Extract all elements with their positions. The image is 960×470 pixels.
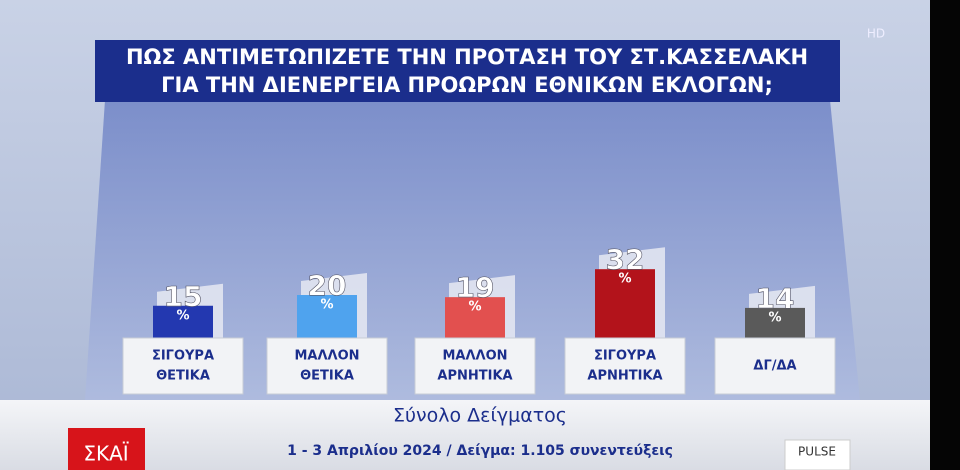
value-unit: % — [320, 298, 333, 313]
bar — [595, 269, 655, 338]
stage — [85, 100, 860, 400]
value-unit: % — [618, 272, 631, 287]
bar — [745, 307, 805, 338]
category-label: ΑΡΝΗΤΙΚΑ — [587, 369, 662, 384]
label-box — [122, 337, 244, 395]
label-box — [414, 337, 536, 395]
category-label: ΔΓ/ΔΑ — [753, 359, 796, 374]
bar — [297, 295, 357, 338]
value-label: 14 — [756, 282, 795, 315]
title-box — [95, 40, 840, 102]
bar — [153, 305, 213, 338]
value-label: 32 — [606, 243, 645, 276]
value-unit: % — [468, 300, 481, 315]
channel-logo — [68, 428, 145, 470]
category-label: ΜΑΛΛΟΝ — [294, 349, 359, 364]
label-box — [564, 337, 686, 395]
category-label: ΘΕΤΙΚΑ — [156, 369, 210, 384]
channel-name: ΣΚΑΪ — [83, 442, 128, 466]
title-line: ΓΙΑ ΤΗΝ ΔΙΕΝΕΡΓΕΙΑ ΠΡΟΩΡΩΝ ΕΘΝΙΚΩΝ ΕΚΛΟΓ… — [161, 73, 773, 97]
category-label: ΣΙΓΟΥΡΑ — [152, 349, 214, 364]
frame-edge — [930, 0, 960, 470]
category-label: ΘΕΤΙΚΑ — [300, 369, 354, 384]
title-line: ΠΩΣ ΑΝΤΙΜΕΤΩΠΙΖΕΤΕ ΤΗΝ ΠΡΟΤΑΣΗ ΤΟΥ ΣΤ.ΚΑ… — [126, 45, 808, 69]
footer: 1 - 3 Απριλίου 2024 / Δείγμα: 1.105 συνε… — [287, 443, 673, 459]
pollster-logo — [784, 439, 851, 470]
value-unit: % — [176, 308, 189, 323]
bar — [445, 297, 505, 338]
subtitle: Σύνολο Δείγματος — [393, 405, 567, 427]
value-unit: % — [768, 310, 781, 325]
value-label: 20 — [308, 269, 347, 302]
category-label: ΑΡΝΗΤΙΚΑ — [437, 369, 512, 384]
label-box — [714, 337, 836, 395]
category-label: ΜΑΛΛΟΝ — [442, 349, 507, 364]
bottom-band — [0, 400, 930, 470]
value-label: 15 — [164, 280, 203, 313]
label-box — [266, 337, 388, 395]
hd-badge: HD — [867, 27, 885, 41]
pollster-name: PULSE — [798, 445, 836, 459]
category-label: ΣΙΓΟΥΡΑ — [594, 349, 656, 364]
value-label: 19 — [456, 271, 495, 304]
